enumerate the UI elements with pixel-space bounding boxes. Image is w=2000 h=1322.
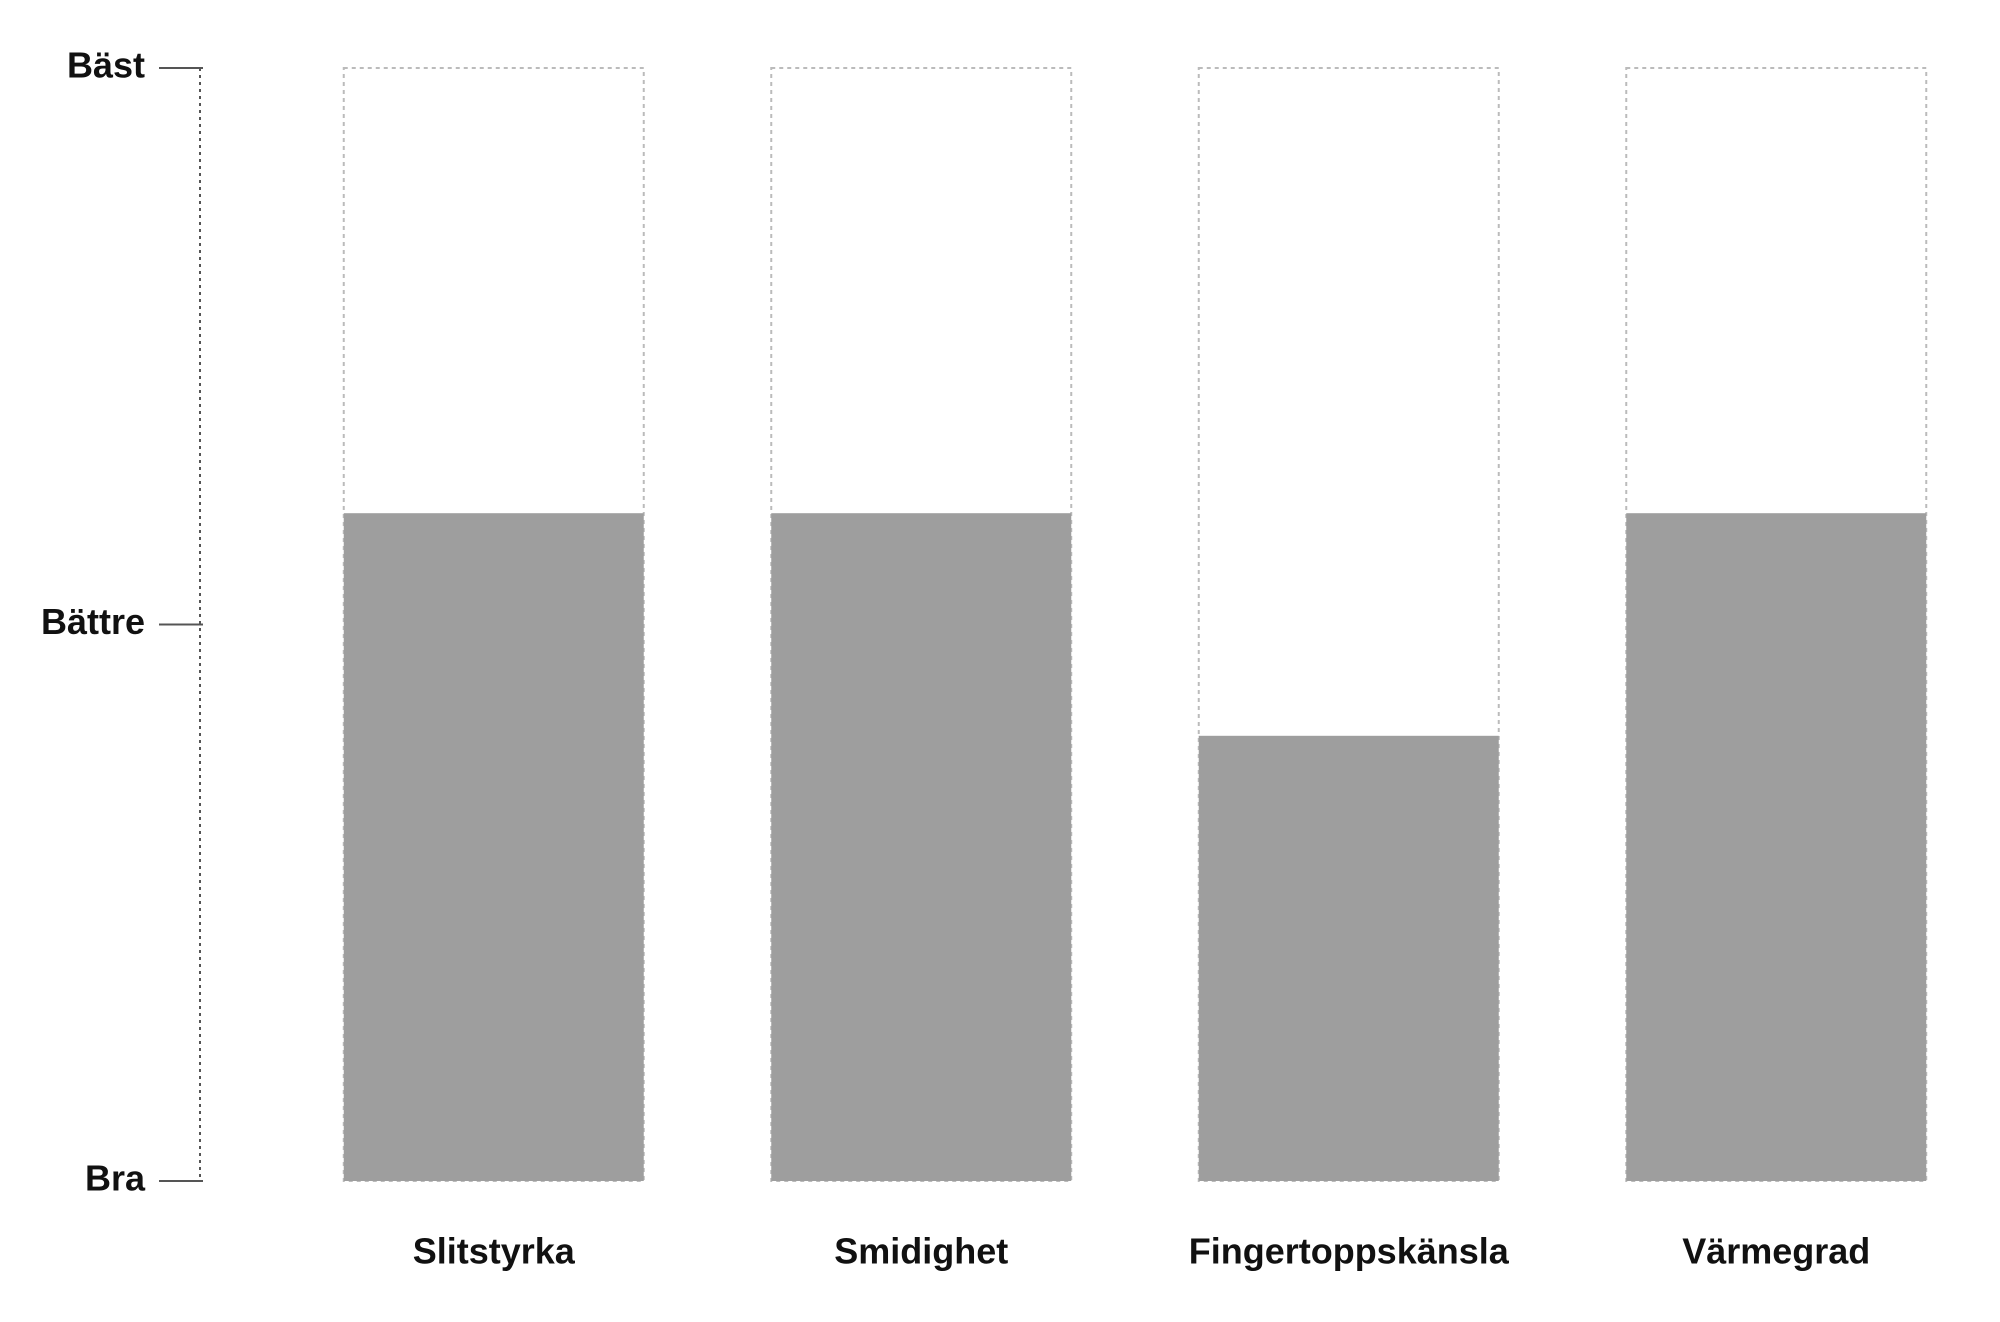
y-tick-label: Bättre (41, 601, 145, 642)
x-tick-label: Fingertoppskänsla (1189, 1231, 1510, 1272)
x-tick-label: Slitstyrka (413, 1231, 576, 1272)
bar (1198, 735, 1499, 1181)
bar (343, 513, 644, 1181)
x-tick-label: Värmegrad (1682, 1231, 1870, 1272)
bar (1626, 513, 1927, 1181)
x-tick-label: Smidighet (834, 1231, 1008, 1272)
y-tick-label: Bra (85, 1158, 146, 1199)
bar (771, 513, 1072, 1181)
y-tick-label: Bäst (67, 45, 145, 86)
